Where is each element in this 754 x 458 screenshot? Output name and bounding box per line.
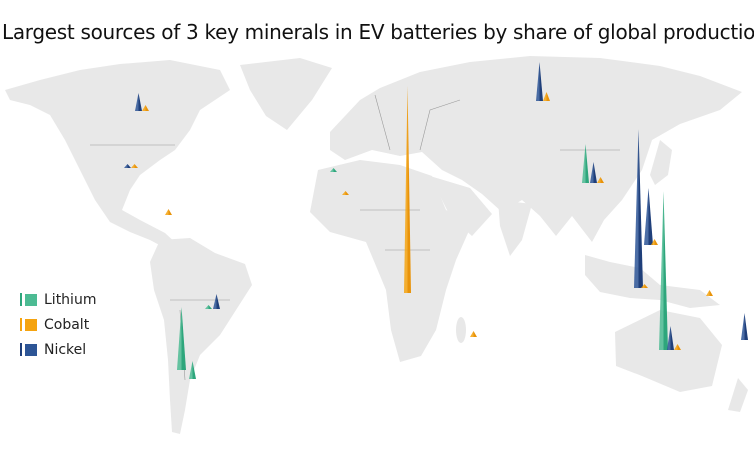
spike-lithium-chile (177, 307, 186, 370)
spike-nickel-australia (667, 326, 674, 350)
spike-nickel-united-states (124, 164, 131, 168)
lithium-swatch-icon (25, 293, 37, 306)
lithium-swatch-line (20, 293, 22, 306)
spike-cobalt-philippines (651, 239, 658, 245)
spike-lithium-australia (659, 191, 668, 350)
legend-label: Cobalt (44, 316, 90, 333)
spike-cobalt-united-states (131, 164, 138, 168)
spike-nickel-brazil (213, 294, 220, 309)
madagascar (456, 317, 466, 343)
spike-nickel-new-caledonia (741, 313, 748, 340)
spike-nickel-canada (135, 93, 142, 111)
legend-label: Nickel (44, 341, 87, 358)
spike-cobalt-morocco (342, 191, 349, 195)
spike-nickel-china (590, 162, 597, 183)
south-america (150, 238, 252, 434)
new-zealand (728, 378, 748, 412)
cobalt-swatch-icon (25, 318, 37, 331)
legend-item-lithium: Lithium (20, 287, 96, 312)
land-masses (5, 56, 748, 434)
legend-item-cobalt: Cobalt (20, 312, 96, 337)
japan (650, 140, 672, 185)
north-america (5, 60, 230, 248)
southeast-asia-islands (585, 255, 720, 308)
spike-cobalt-papua-new-guinea (706, 290, 713, 296)
nickel-swatch-icon (25, 343, 37, 356)
india (498, 200, 532, 256)
legend-item-nickel: Nickel (20, 337, 96, 362)
spike-nickel-russia (536, 62, 543, 101)
spike-lithium-argentina (189, 361, 196, 379)
spike-lithium-china (582, 144, 589, 183)
spike-cobalt-madagascar (470, 331, 477, 337)
spike-cobalt-canada (142, 105, 149, 111)
legend: Lithium Cobalt Nickel (20, 287, 96, 362)
spike-nickel-philippines (644, 188, 653, 245)
spike-cobalt-russia (543, 92, 550, 101)
spikes (124, 62, 748, 379)
spike-cobalt-cuba (165, 209, 172, 215)
australia (615, 310, 722, 392)
eurasia (330, 56, 742, 242)
spike-cobalt-australia (674, 344, 681, 350)
arabia (430, 176, 492, 236)
cobalt-swatch-line (20, 318, 22, 331)
spike-nickel-indonesia (634, 129, 643, 288)
nickel-swatch-line (20, 343, 22, 356)
spike-lithium-portugal (330, 168, 337, 172)
spike-cobalt-china (597, 177, 604, 183)
greenland (240, 58, 332, 130)
spike-cobalt-indonesia (641, 284, 648, 288)
legend-label: Lithium (44, 291, 97, 308)
map-title: Largest sources of 3 key minerals in EV … (2, 20, 754, 44)
africa (310, 160, 472, 362)
uk (368, 112, 380, 138)
spike-lithium-brazil (205, 305, 212, 309)
spike-cobalt-dr-congo (404, 86, 411, 293)
